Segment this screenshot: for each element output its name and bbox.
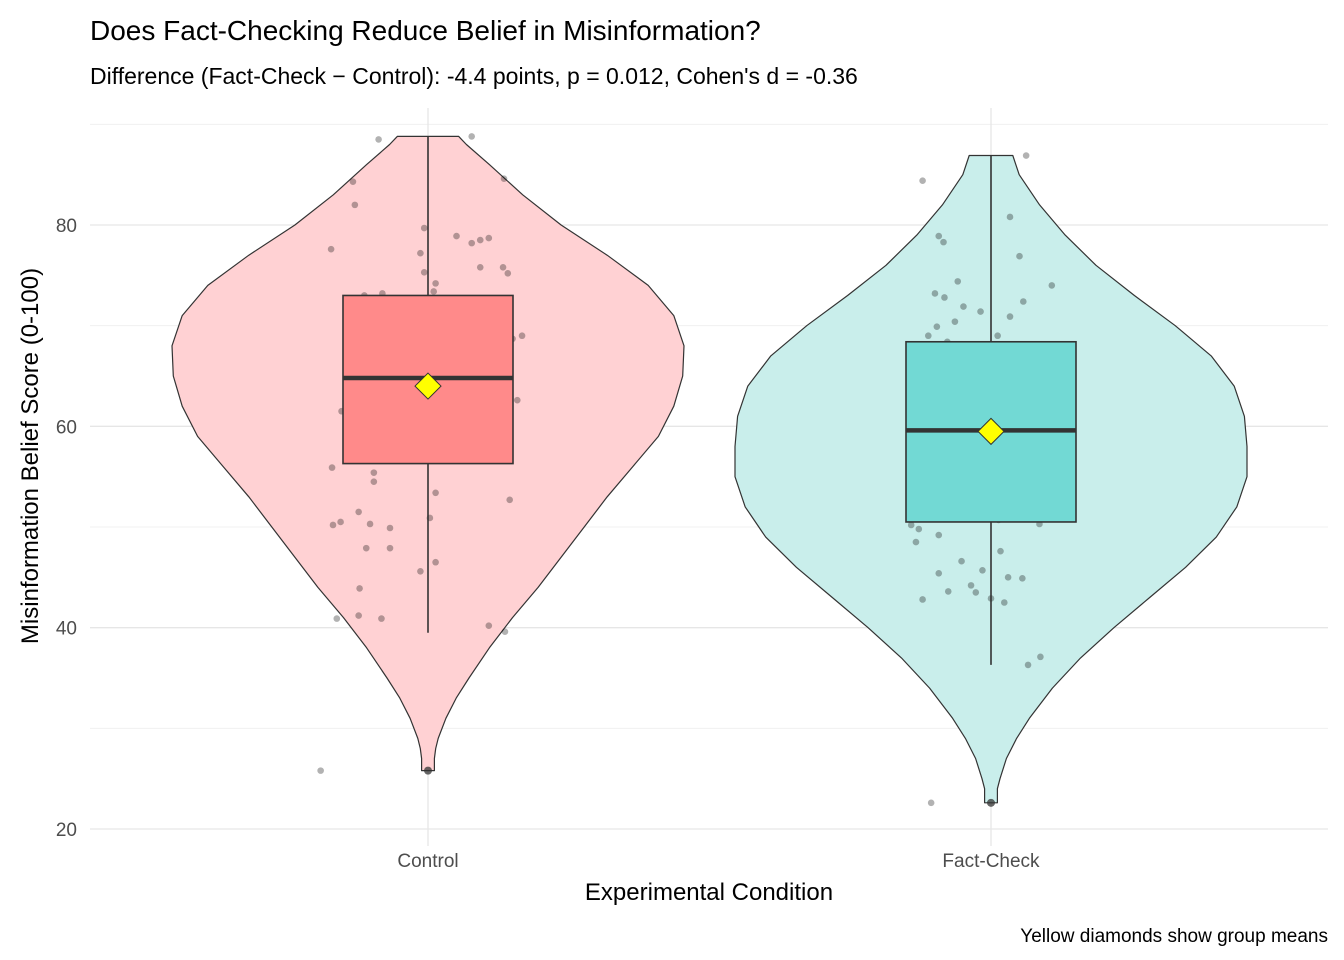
data-point — [370, 469, 378, 476]
data-point — [915, 525, 923, 533]
chart-caption: Yellow diamonds show group means — [1020, 926, 1328, 947]
data-point — [940, 238, 947, 246]
data-point — [417, 249, 424, 257]
data-point — [1004, 574, 1012, 581]
data-point — [349, 178, 357, 186]
data-point — [944, 588, 952, 595]
data-point — [420, 269, 428, 276]
data-point — [333, 615, 341, 622]
data-point — [453, 232, 460, 240]
data-point — [933, 323, 941, 330]
data-point — [327, 245, 335, 253]
data-point — [1024, 661, 1032, 669]
data-point — [432, 489, 439, 497]
y-axis-tick-labels: 20 40 60 80 — [56, 216, 77, 841]
data-point — [514, 396, 521, 404]
data-point — [951, 318, 959, 325]
outlier-point — [424, 766, 432, 775]
y-tick-label: 60 — [56, 417, 77, 438]
data-point — [977, 308, 984, 315]
data-point — [432, 280, 439, 287]
data-point — [925, 332, 932, 340]
data-point — [1001, 599, 1008, 606]
data-point — [1048, 282, 1056, 289]
y-tick-label: 80 — [56, 216, 77, 237]
data-point — [1006, 213, 1014, 221]
data-point — [417, 567, 424, 575]
data-point — [919, 596, 926, 603]
data-point — [935, 531, 943, 539]
data-point — [997, 547, 1004, 555]
data-point — [500, 175, 508, 182]
mean-diamond — [414, 372, 442, 400]
data-point — [329, 521, 337, 529]
x-axis-tick-labels: Control Fact-Check — [397, 851, 1040, 872]
mean-markers — [414, 372, 1005, 446]
data-point — [504, 270, 512, 277]
data-point — [1016, 252, 1023, 260]
data-point — [1019, 575, 1026, 582]
data-point — [468, 239, 476, 247]
data-point — [954, 278, 962, 285]
data-point — [366, 520, 374, 528]
data-point — [351, 201, 359, 209]
x-tick-label: Control — [397, 851, 458, 872]
data-point — [960, 303, 967, 310]
data-point — [317, 767, 324, 774]
data-point — [362, 544, 370, 552]
data-point — [499, 263, 507, 271]
data-point — [979, 566, 986, 574]
data-point — [1022, 152, 1030, 159]
data-point — [912, 538, 920, 546]
mean-diamond — [977, 417, 1005, 446]
data-point — [476, 236, 484, 244]
data-point — [378, 615, 385, 622]
data-point — [506, 496, 513, 504]
data-point — [386, 524, 394, 532]
data-point — [935, 570, 943, 577]
data-point — [907, 521, 915, 529]
data-point — [430, 288, 438, 295]
data-point — [919, 177, 926, 185]
data-point — [972, 589, 980, 596]
data-point — [355, 508, 362, 516]
data-point — [468, 133, 476, 140]
data-point — [355, 612, 362, 619]
data-point — [476, 263, 484, 271]
data-point — [967, 582, 975, 589]
y-axis-title: Misinformation Belief Score (0-100) — [17, 268, 44, 644]
data-point — [927, 799, 935, 807]
data-point — [941, 294, 948, 301]
data-point — [328, 464, 336, 471]
data-point — [370, 478, 378, 486]
y-tick-label: 20 — [56, 820, 77, 841]
data-point — [1020, 298, 1027, 305]
data-point — [931, 290, 939, 297]
data-point — [501, 628, 509, 635]
data-point — [375, 136, 382, 143]
data-point — [935, 232, 943, 240]
data-point — [994, 332, 1001, 340]
data-point — [386, 544, 394, 552]
data-point — [958, 557, 965, 565]
data-point — [420, 224, 428, 232]
data-point — [1037, 653, 1044, 661]
x-axis-title: Experimental Condition — [585, 879, 833, 906]
x-tick-label: Fact-Check — [942, 851, 1040, 872]
data-point — [518, 332, 526, 340]
outlier-point — [987, 798, 995, 807]
data-point — [485, 234, 493, 242]
chart-title: Does Fact-Checking Reduce Belief in Misi… — [90, 15, 761, 46]
data-point — [485, 622, 493, 629]
y-tick-label: 40 — [56, 619, 77, 640]
chart-subtitle: Difference (Fact-Check − Control): -4.4 … — [90, 63, 858, 89]
data-point — [1006, 313, 1014, 320]
data-point — [356, 585, 363, 592]
data-point — [337, 518, 344, 526]
data-point — [432, 558, 439, 566]
